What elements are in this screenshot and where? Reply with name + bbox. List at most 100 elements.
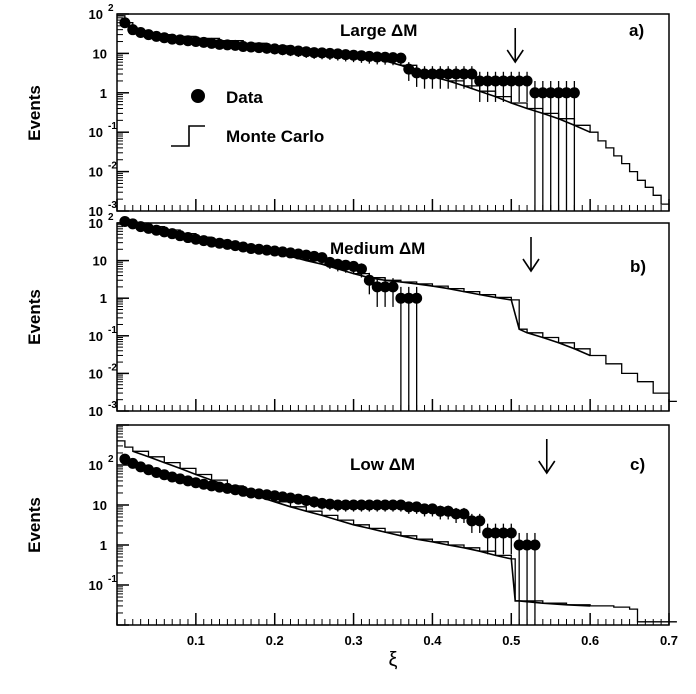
data-point <box>434 68 446 80</box>
data-point <box>379 281 391 293</box>
data-point <box>490 527 502 539</box>
y-tick-exponent: -2 <box>108 362 117 373</box>
data-point <box>505 75 517 87</box>
data-point <box>119 17 131 29</box>
legend-mc-symbol <box>171 125 205 147</box>
y-tick-label: 10 <box>89 404 103 419</box>
y-tick-label: 10 <box>89 578 103 593</box>
data-point <box>442 68 454 80</box>
data-point <box>308 47 320 59</box>
data-point <box>371 499 383 511</box>
data-point <box>166 33 178 45</box>
x-tick-label: 0.7 <box>660 633 678 648</box>
y-tick-label: 10 <box>89 329 103 344</box>
data-point <box>387 52 399 64</box>
y-tick-label: 10 <box>89 165 103 180</box>
data-point <box>221 39 233 51</box>
data-point <box>387 499 399 511</box>
data-point <box>245 41 257 53</box>
data-point <box>371 51 383 63</box>
data-point <box>411 292 423 304</box>
data-point <box>529 87 541 99</box>
legend-mc-label: Monte Carlo <box>226 127 324 146</box>
panel-a-letter: a) <box>629 21 644 40</box>
data-point <box>348 499 360 511</box>
data-point <box>363 499 375 511</box>
y-tick-label: 10 <box>89 204 103 219</box>
data-point <box>395 292 407 304</box>
y-tick-label: 10 <box>89 366 103 381</box>
cut-arrow-head <box>522 258 540 273</box>
data-point <box>277 44 289 56</box>
data-point <box>363 274 375 286</box>
y-tick-exponent: 2 <box>108 454 114 465</box>
data-point <box>434 505 446 517</box>
panel-a-data <box>119 17 580 211</box>
data-point <box>324 47 336 59</box>
data-point <box>214 38 226 50</box>
x-tick-label: 0.2 <box>266 633 284 648</box>
x-tick-label: 0.4 <box>423 633 442 648</box>
panel-a: Events Large ΔM a) Data Monte Carlo 10 21… <box>25 3 670 219</box>
data-point <box>545 87 557 99</box>
panel-b: Events Medium ΔM b) 10 2 10 1 10 -1 10 -2 10 -3 <box>25 212 677 419</box>
cut-arrow-head <box>538 460 556 475</box>
y-tick-exponent: -1 <box>108 121 117 132</box>
x-axis-label: ξ <box>389 649 398 671</box>
data-point <box>261 42 273 54</box>
panel-b-ylabel: Events <box>25 289 44 345</box>
data-point <box>474 75 486 87</box>
legend-data-label: Data <box>226 88 263 107</box>
panel-c-title: Low ΔM <box>350 455 415 474</box>
data-point <box>505 527 517 539</box>
y-tick-exponent: -2 <box>108 161 117 172</box>
data-point <box>466 515 478 527</box>
panel-c-xticks <box>116 613 670 625</box>
data-point <box>419 503 431 515</box>
data-point <box>497 75 509 87</box>
y-tick-label: 1 <box>100 538 107 553</box>
x-tick-label: 0.3 <box>345 633 363 648</box>
data-point <box>316 47 328 59</box>
y-tick-exponent: -1 <box>108 325 117 336</box>
panel-a-legend: Data Monte Carlo <box>171 88 324 147</box>
data-point <box>513 75 525 87</box>
data-point <box>497 527 509 539</box>
data-point <box>482 527 494 539</box>
data-point <box>355 50 367 62</box>
panel-c: Events Low ΔM c) 10 2 10 1 10 -1 <box>25 424 677 626</box>
y-tick-label: 10 <box>93 46 107 61</box>
data-point <box>363 50 375 62</box>
data-point <box>521 75 533 87</box>
legend-data-marker <box>191 89 205 103</box>
y-tick-label: 10 <box>89 7 103 22</box>
panel-a-ylabel: Events <box>25 85 44 141</box>
data-point <box>237 40 249 52</box>
data-point <box>450 68 462 80</box>
data-point <box>560 87 572 99</box>
data-point <box>340 499 352 511</box>
data-point <box>371 281 383 293</box>
panel-b-cut-arrow <box>522 237 540 273</box>
data-point <box>529 539 541 551</box>
data-point <box>450 508 462 520</box>
panel-c-ylabel: Events <box>25 497 44 553</box>
y-tick-label: 10 <box>89 216 103 231</box>
x-tick-labels: 0.1 0.2 0.3 0.4 0.5 0.6 0.7 <box>187 633 678 648</box>
data-point <box>284 44 296 56</box>
x-tick-label: 0.6 <box>581 633 599 648</box>
panel-c-cut-arrow <box>538 439 556 475</box>
cut-arrow-head <box>506 49 524 64</box>
data-point <box>403 501 415 513</box>
panel-c-mc <box>117 440 677 623</box>
panel-b-title: Medium ΔM <box>330 239 425 258</box>
panel-c-data <box>119 453 541 625</box>
data-point <box>419 68 431 80</box>
y-tick-exponent: 2 <box>108 3 114 14</box>
data-point <box>269 43 281 55</box>
panel-b-letter: b) <box>630 257 646 276</box>
data-point <box>426 68 438 80</box>
data-point <box>568 87 580 99</box>
y-tick-label: 10 <box>89 458 103 473</box>
data-point <box>466 68 478 80</box>
